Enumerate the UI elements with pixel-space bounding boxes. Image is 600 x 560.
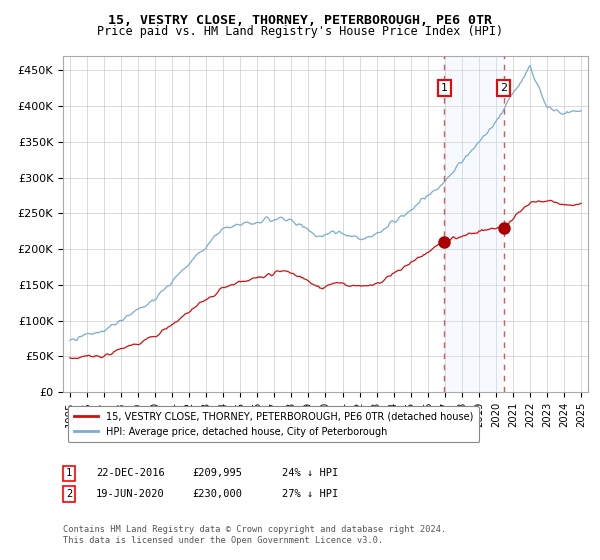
Text: 2: 2: [66, 489, 72, 499]
Text: 24% ↓ HPI: 24% ↓ HPI: [282, 468, 338, 478]
Text: 19-JUN-2020: 19-JUN-2020: [96, 489, 165, 499]
Text: 15, VESTRY CLOSE, THORNEY, PETERBOROUGH, PE6 0TR: 15, VESTRY CLOSE, THORNEY, PETERBOROUGH,…: [108, 14, 492, 27]
Text: 1: 1: [66, 468, 72, 478]
Text: £230,000: £230,000: [192, 489, 242, 499]
Text: 1: 1: [441, 83, 448, 93]
Text: Contains HM Land Registry data © Crown copyright and database right 2024.
This d: Contains HM Land Registry data © Crown c…: [63, 525, 446, 545]
Text: Price paid vs. HM Land Registry's House Price Index (HPI): Price paid vs. HM Land Registry's House …: [97, 25, 503, 38]
Text: 27% ↓ HPI: 27% ↓ HPI: [282, 489, 338, 499]
Bar: [445, 56, 504, 392]
Text: £209,995: £209,995: [192, 468, 242, 478]
Text: 22-DEC-2016: 22-DEC-2016: [96, 468, 165, 478]
Legend: 15, VESTRY CLOSE, THORNEY, PETERBOROUGH, PE6 0TR (detached house), HPI: Average : 15, VESTRY CLOSE, THORNEY, PETERBOROUGH,…: [68, 406, 479, 442]
Text: 2: 2: [500, 83, 508, 93]
